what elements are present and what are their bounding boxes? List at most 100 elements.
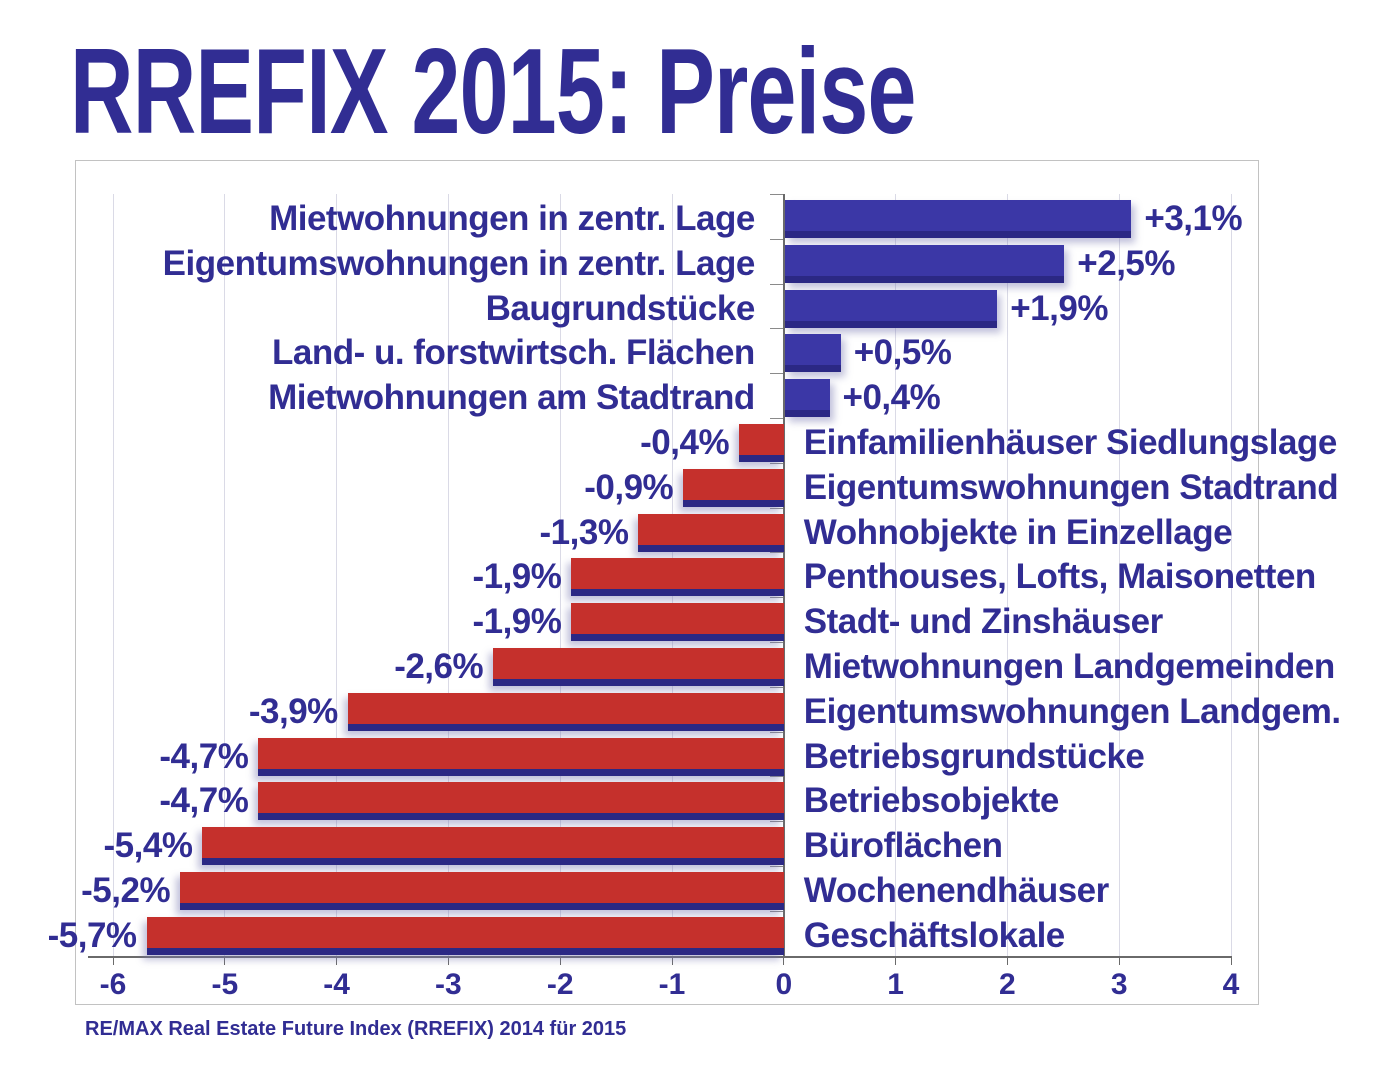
category-tick xyxy=(769,642,783,643)
bar-value-label: -1,9% xyxy=(472,602,562,642)
category-tick xyxy=(769,776,783,778)
category-tick xyxy=(769,283,783,285)
bar-category-label: Betriebsgrundstücke xyxy=(803,736,1145,776)
page-title: RREFIX 2015: Preise xyxy=(70,23,916,159)
x-axis-tick xyxy=(895,955,897,965)
x-tick-label: 1 xyxy=(887,967,904,1001)
category-tick xyxy=(769,507,783,509)
bar-value-label: +2,5% xyxy=(1077,243,1176,283)
category-tick xyxy=(769,373,783,375)
bar-negative xyxy=(347,692,784,731)
x-tick-label: -3 xyxy=(435,967,462,1001)
bar-value-label: +0,4% xyxy=(842,378,941,418)
x-tick-label: 3 xyxy=(1110,967,1128,1001)
bar-value-label: +1,9% xyxy=(1010,288,1108,328)
x-tick-label: -2 xyxy=(546,967,574,1001)
x-tick-label: -4 xyxy=(323,967,350,1001)
bar-category-label: Betriebsobjekte xyxy=(803,781,1060,821)
bar-negative xyxy=(258,737,784,776)
bar-chart: -6 -5 -4 -3 -2 -1 0 1 2 3 4 Mietwohnungen in zentr.… xyxy=(48,160,1341,1005)
x-tick-label: 0 xyxy=(775,967,793,1001)
bar-value-label: -4,7% xyxy=(159,781,249,821)
bar-negative xyxy=(202,827,784,866)
bar-value-label: -5,7% xyxy=(47,915,137,955)
category-tick xyxy=(769,910,783,912)
zero-axis-line xyxy=(782,194,785,956)
category-tick xyxy=(769,552,783,554)
bar-category-label: Wochenendhäuser xyxy=(803,871,1109,910)
x-tick-label: -1 xyxy=(658,967,686,1001)
bar-negative xyxy=(683,468,784,507)
gridline xyxy=(447,194,449,956)
bar-value-label: -1,9% xyxy=(472,557,562,597)
category-tick xyxy=(769,597,783,599)
gridline xyxy=(112,194,114,956)
bar-category-label: Mietwohnungen am Stadtrand xyxy=(268,378,755,418)
bar-value-label: +0,5% xyxy=(853,333,952,373)
bar-category-label: Penthouses, Lofts, Maisonetten xyxy=(803,557,1317,597)
category-tick xyxy=(769,731,783,733)
gridline xyxy=(1006,194,1008,956)
gridline xyxy=(1230,194,1232,956)
x-axis-tick xyxy=(447,955,449,965)
gridline xyxy=(559,194,561,956)
bar-positive xyxy=(784,200,1132,238)
bar-negative xyxy=(571,558,784,597)
x-axis-line xyxy=(88,955,1231,958)
chart-source-caption: RE/MAX Real Estate Future Index (RREFIX)… xyxy=(85,1018,627,1040)
bar-category-label: Eigentumswohnungen in zentr. Lage xyxy=(162,243,756,283)
bar-category-label: Einfamilienhäuser Siedlungslage xyxy=(803,423,1337,462)
bar-category-label: Baugrundstücke xyxy=(485,288,756,328)
gridline xyxy=(336,194,338,956)
gridline xyxy=(895,194,897,956)
x-axis-tick xyxy=(1230,955,1232,965)
bar-category-label: Land- u. forstwirtsch. Flächen xyxy=(271,333,755,373)
x-axis-tick xyxy=(336,955,338,965)
bar-category-label: Eigentumswohnungen Landgem. xyxy=(803,691,1341,731)
bar-negative xyxy=(258,782,784,821)
category-tick xyxy=(769,418,783,419)
bar-category-label: Büroflächen xyxy=(803,826,1003,866)
bar-value-label: -5,2% xyxy=(81,871,171,910)
x-axis-tick xyxy=(1006,955,1008,965)
gridline xyxy=(1118,194,1120,956)
bar-negative xyxy=(180,872,784,910)
bar-category-label: Stadt- und Zinshäuser xyxy=(803,602,1163,642)
x-axis-tick xyxy=(1118,955,1120,965)
x-tick-label: -5 xyxy=(211,967,239,1001)
bar-positive xyxy=(784,289,998,328)
bar-value-label: -0,4% xyxy=(640,423,730,462)
bar-negative xyxy=(638,513,784,552)
bar-category-label: Geschäftslokale xyxy=(803,915,1065,955)
category-tick xyxy=(769,238,783,240)
x-axis-tick xyxy=(112,955,114,965)
category-tick xyxy=(769,328,783,330)
bar-negative xyxy=(493,648,784,686)
bar-category-label: Mietwohnungen Landgemeinden xyxy=(803,647,1335,686)
bar-value-label: +3,1% xyxy=(1144,199,1243,238)
x-axis-tick xyxy=(671,955,673,965)
category-tick xyxy=(769,194,783,195)
bar-value-label: -4,7% xyxy=(159,736,249,776)
bar-category-label: Mietwohnungen in zentr. Lage xyxy=(269,199,755,238)
bar-negative xyxy=(146,916,784,955)
bar-negative xyxy=(571,603,784,642)
gridline xyxy=(224,194,226,956)
bar-category-label: Wohnobjekte in Einzellage xyxy=(803,512,1233,552)
x-axis-tick xyxy=(783,955,785,965)
category-tick xyxy=(769,686,783,688)
category-tick xyxy=(769,821,783,823)
bar-negative xyxy=(739,424,784,462)
bar-positive xyxy=(784,244,1065,283)
category-tick xyxy=(769,866,783,867)
x-tick-label: -6 xyxy=(99,967,127,1001)
bar-value-label: -1,3% xyxy=(539,512,629,552)
x-tick-label: 2 xyxy=(999,967,1016,1001)
bar-value-label: -3,9% xyxy=(248,691,338,731)
bar-positive xyxy=(784,379,830,418)
bar-value-label: -0,9% xyxy=(584,467,674,507)
x-tick-label: 4 xyxy=(1222,967,1240,1001)
bar-category-label: Eigentumswohnungen Stadtrand xyxy=(803,467,1339,507)
bar-positive xyxy=(784,334,841,373)
